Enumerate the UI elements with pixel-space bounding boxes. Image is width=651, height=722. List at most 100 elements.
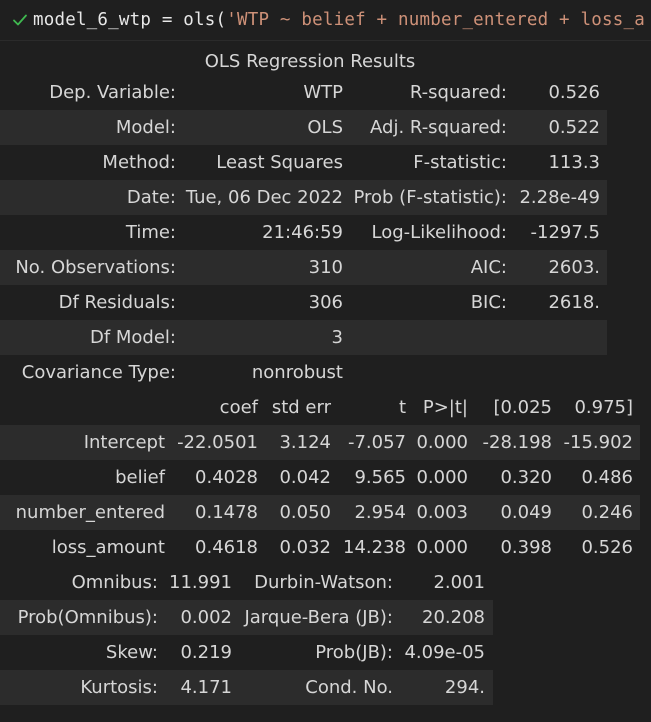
label-cell: Skew: <box>105 642 158 663</box>
table-row: No. Observations: 310 AIC: 2603. <box>0 250 607 285</box>
label-cell: F-statistic: <box>413 152 507 173</box>
coef-cell: -22.0501 <box>177 432 258 453</box>
value-cell: 306 <box>308 292 343 313</box>
table-row: Skew: 0.219 Prob(JB): 4.09e-05 <box>0 635 493 670</box>
value-cell: 20.208 <box>422 607 485 628</box>
value-cell: 2.001 <box>433 572 485 593</box>
value-cell: OLS <box>307 117 343 138</box>
label-cell: BIC: <box>470 292 507 313</box>
coef-cell: 0.4028 <box>195 467 258 488</box>
param-cell: belief <box>115 467 165 488</box>
column-header: std err <box>271 397 331 418</box>
code-variable: model_6_wtp = ols( <box>33 10 227 30</box>
label-cell: Log-Likelihood: <box>371 222 507 243</box>
label-cell: Df Model: <box>89 327 176 348</box>
p-cell: 0.000 <box>416 537 468 558</box>
label-cell: Durbin-Watson: <box>254 572 393 593</box>
value-cell: 21:46:59 <box>262 222 343 243</box>
value-cell <box>509 355 600 390</box>
label-cell: Cond. No. <box>305 677 393 698</box>
value-cell: Tue, 06 Dec 2022 <box>185 187 343 208</box>
value-cell: WTP <box>303 82 343 103</box>
code-string: 'WTP ~ belief + number_entered + loss_a <box>226 10 645 30</box>
value-cell: 113.3 <box>548 152 600 173</box>
table-row: Covariance Type: nonrobust <box>0 355 607 390</box>
label-cell: Covariance Type: <box>21 362 176 383</box>
table-row: coef std err t P>|t| [0.025 0.975] <box>0 390 640 425</box>
value-cell: 11.991 <box>169 572 232 593</box>
ci-high-cell: 0.486 <box>581 467 633 488</box>
check-icon <box>13 14 27 26</box>
column-header: 0.975] <box>574 397 633 418</box>
value-cell: 4.09e-05 <box>404 642 485 663</box>
table-row: Model: OLS Adj. R-squared: 0.522 <box>0 110 607 145</box>
label-cell: Jarque-Bera (JB): <box>244 607 393 628</box>
table-row: Time: 21:46:59 Log-Likelihood: -1297.5 <box>0 215 607 250</box>
table-row: Date: Tue, 06 Dec 2022 Prob (F-statistic):… <box>0 180 607 215</box>
label-cell: Method: <box>102 152 176 173</box>
param-cell: number_entered <box>15 502 165 523</box>
value-cell: 3 <box>331 327 343 348</box>
table-row: number_entered 0.1478 0.050 2.954 0.003 0.049… <box>0 495 640 530</box>
ci-high-cell: -15.902 <box>563 432 633 453</box>
label-cell: Prob (F-statistic): <box>353 187 507 208</box>
ci-low-cell: -28.198 <box>482 432 552 453</box>
t-cell: 14.238 <box>343 537 406 558</box>
label-cell: Date: <box>126 187 176 208</box>
column-header: P>|t| <box>422 397 468 418</box>
ci-high-cell: 0.526 <box>581 537 633 558</box>
table-row: Df Residuals: 306 BIC: 2618. <box>0 285 607 320</box>
label-cell: Prob(Omnibus): <box>17 607 158 628</box>
stderr-cell: 0.050 <box>279 502 331 523</box>
stderr-cell: 3.124 <box>279 432 331 453</box>
label-cell: Model: <box>115 117 176 138</box>
ci-low-cell: 0.320 <box>500 467 552 488</box>
table-row: Method: Least Squares F-statistic: 113.3 <box>0 145 607 180</box>
label-cell <box>345 355 507 390</box>
column-header: t <box>398 397 406 418</box>
value-cell: 2603. <box>548 257 600 278</box>
coef-cell: 0.1478 <box>195 502 258 523</box>
label-cell: Dep. Variable: <box>49 82 176 103</box>
label-cell: AIC: <box>470 257 507 278</box>
t-cell: 2.954 <box>354 502 406 523</box>
label-cell: Df Residuals: <box>58 292 176 313</box>
t-cell: -7.057 <box>347 432 406 453</box>
label-cell: No. Observations: <box>15 257 176 278</box>
t-cell: 9.565 <box>354 467 406 488</box>
value-cell: 0.522 <box>548 117 600 138</box>
p-cell: 0.000 <box>416 432 468 453</box>
value-cell: 2618. <box>548 292 600 313</box>
label-cell: R-squared: <box>409 82 507 103</box>
label-cell: Time: <box>125 222 176 243</box>
table-row: Omnibus: 11.991 Durbin-Watson: 2.001 <box>0 565 493 600</box>
table-row: Df Model: 3 <box>0 320 607 355</box>
ci-low-cell: 0.049 <box>500 502 552 523</box>
label-cell: Adj. R-squared: <box>370 117 507 138</box>
value-cell: 4.171 <box>180 677 232 698</box>
column-header: [0.025 <box>493 397 552 418</box>
value-cell: nonrobust <box>251 362 343 383</box>
coef-cell: 0.4618 <box>195 537 258 558</box>
label-cell: Kurtosis: <box>80 677 158 698</box>
param-cell: loss_amount <box>51 537 165 558</box>
label-cell: Omnibus: <box>71 572 158 593</box>
code-text[interactable]: model_6_wtp = ols('WTP ~ belief + number… <box>33 10 645 30</box>
column-header: coef <box>219 397 258 418</box>
param-cell: Intercept <box>83 432 165 453</box>
value-cell: 0.002 <box>180 607 232 628</box>
stderr-cell: 0.032 <box>279 537 331 558</box>
table-row: Dep. Variable: WTP R-squared: 0.526 <box>0 75 607 110</box>
p-cell: 0.003 <box>416 502 468 523</box>
table-row: belief 0.4028 0.042 9.565 0.000 0.320 0.486 <box>0 460 640 495</box>
table-caption: OLS Regression Results <box>204 51 416 72</box>
code-cell-input[interactable]: model_6_wtp = ols('WTP ~ belief + number… <box>0 0 651 41</box>
value-cell: Least Squares <box>216 152 343 173</box>
column-header <box>0 390 165 425</box>
stderr-cell: 0.042 <box>279 467 331 488</box>
ci-low-cell: 0.398 <box>500 537 552 558</box>
value-cell: 0.526 <box>548 82 600 103</box>
value-cell: 0.219 <box>180 642 232 663</box>
value-cell: -1297.5 <box>530 222 600 243</box>
